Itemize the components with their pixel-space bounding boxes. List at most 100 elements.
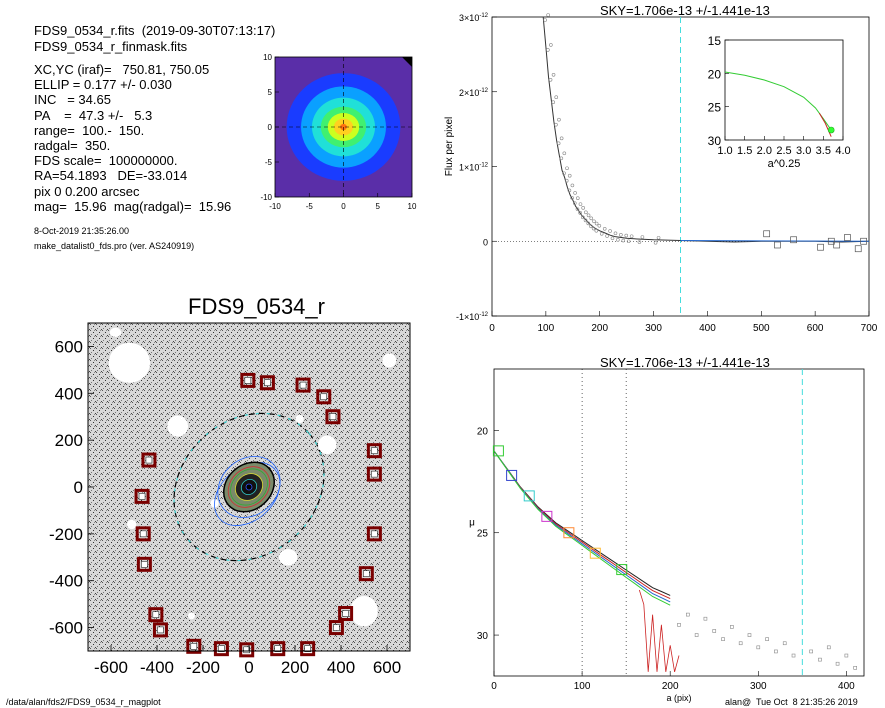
flux-profile-point	[594, 221, 599, 226]
galaxy-xtick-label: -600	[94, 658, 128, 677]
flux-profile-point	[586, 213, 591, 218]
sky-box	[300, 641, 316, 657]
info-line: radgal= 350.	[34, 138, 111, 153]
program-version: make_datalist0_fds.pro (ver. AS240919)	[34, 241, 195, 251]
mask-hole	[318, 435, 337, 455]
mu-xtick-label: 100	[574, 681, 591, 692]
galaxy-xtick-label: -200	[186, 658, 220, 677]
sky-box	[270, 641, 286, 657]
sky-box-inner	[152, 611, 160, 618]
flux-xtick-label: 200	[591, 323, 608, 334]
flux-outer-box	[833, 241, 841, 249]
sky-box-inner	[218, 645, 225, 652]
mu-outer-point	[765, 637, 769, 641]
flux-profile-point	[554, 122, 558, 127]
mu-outer-point	[738, 641, 743, 646]
inset-ytick-label: 15	[708, 34, 722, 48]
flux-outer-box	[860, 237, 867, 245]
run-date: 8-Oct-2019 21:35:26.00	[34, 226, 130, 236]
mu-outer-point	[774, 649, 778, 654]
mu-outer-point	[756, 645, 761, 650]
mask-hole	[167, 415, 189, 437]
sky-box	[325, 409, 341, 425]
heatmap-xtick-label: 5	[376, 202, 381, 211]
mu-ellipse-marker	[541, 510, 553, 522]
heatmap-xtick-label: 10	[408, 202, 417, 211]
flux-profile-point	[591, 226, 596, 231]
flux-profile-point	[556, 141, 561, 146]
sky-box-inner	[363, 570, 370, 577]
flux-profile-point	[575, 196, 580, 200]
info-line: RA=54.1893 DE=-33.014	[34, 168, 188, 184]
sky-box-inner	[244, 377, 252, 384]
mu-xtick-label: 200	[662, 681, 679, 692]
mu-outer-point	[818, 657, 822, 662]
info-line: PA = 47.3 +/- 5.3	[34, 107, 153, 123]
flux-profile-point	[559, 156, 564, 161]
flux-ytick-exponent: -12	[479, 163, 488, 169]
sky-box	[240, 372, 256, 388]
flux-profile-point	[562, 151, 567, 156]
galaxy-ytick-label: -600	[49, 619, 83, 638]
inset-xtick-label: 1.5	[737, 145, 752, 157]
galaxy-ytick-label: -200	[49, 525, 83, 544]
heatmap-ytick-label: 10	[263, 53, 272, 62]
info-line: ELLIP = 0.177 +/- 0.030	[34, 77, 172, 93]
flux-xtick-label: 700	[861, 323, 878, 334]
flux-ytick-label: 3×10-12	[459, 13, 489, 23]
flux-ytick-exponent: -12	[479, 88, 488, 94]
flux-profile-point	[608, 229, 612, 233]
galaxy-center	[245, 483, 253, 491]
flux-profile-point	[597, 223, 602, 228]
flux-outer-box	[763, 230, 771, 238]
mu-xlabel: a (pix)	[666, 693, 691, 703]
header-filename: FDS9_0534_r.fits (2019-09-30T07:13:17)	[34, 23, 276, 38]
sky-box-inner	[264, 379, 271, 386]
heatmap-ytick-label: 5	[268, 88, 273, 97]
flux-profile-point	[573, 191, 577, 195]
inset-xtick-label: 3.5	[816, 145, 831, 157]
flux-profile-point	[543, 18, 547, 22]
sky-box	[135, 526, 151, 542]
sky-box-inner	[138, 493, 146, 500]
inset-xtick-label: 3.0	[796, 145, 811, 157]
flux-profile-point	[616, 237, 620, 242]
heatmap-xtick-label: 0	[341, 202, 346, 211]
mu-profile-line	[493, 450, 671, 606]
heatmap-xtick-label: -5	[306, 202, 314, 211]
flux-profile-point	[619, 232, 623, 237]
flux-ytick-label: -1×10-12	[456, 312, 489, 322]
mu-ellipse-marker	[616, 564, 628, 576]
heatmap-ytick-label: -5	[265, 158, 273, 167]
galaxy-xtick-label: 200	[281, 658, 309, 677]
inset-ytick-label: 30	[708, 134, 722, 148]
sky-box	[366, 466, 382, 482]
flux-profile-point	[565, 166, 569, 171]
flux-profile-point	[583, 218, 588, 223]
info-line: XC,YC (iraf)= 750.81, 750.05	[34, 62, 210, 77]
heatmap-ytick-label: 0	[268, 123, 273, 132]
mu-ytick-label: 20	[477, 426, 489, 437]
sky-box-inner	[274, 645, 281, 652]
sky-box	[358, 566, 374, 582]
mask-hole	[350, 595, 378, 627]
flux-profile-point	[546, 48, 550, 52]
mu-outer-point	[721, 637, 725, 641]
flux-profile-point	[586, 221, 591, 226]
flux-profile-point	[551, 100, 556, 105]
mu-frame	[493, 368, 865, 677]
flux-profile-point	[578, 202, 583, 206]
mu-outer-point	[703, 616, 708, 621]
inset-xlabel: a^0.25	[768, 158, 801, 170]
sky-box	[259, 375, 275, 391]
galaxy-ytick-label: 400	[55, 384, 83, 403]
sky-box-inner	[299, 381, 307, 389]
mask-hole	[188, 612, 195, 620]
flux-profile-point	[589, 224, 593, 229]
flux-outer-box	[827, 237, 835, 245]
flux-panel-title: SKY=1.706e-13 +/-1.441e-13	[600, 3, 770, 18]
inset-ytick-label: 20	[708, 67, 722, 81]
mask-hole	[382, 353, 397, 368]
flux-profile-point	[621, 238, 626, 243]
